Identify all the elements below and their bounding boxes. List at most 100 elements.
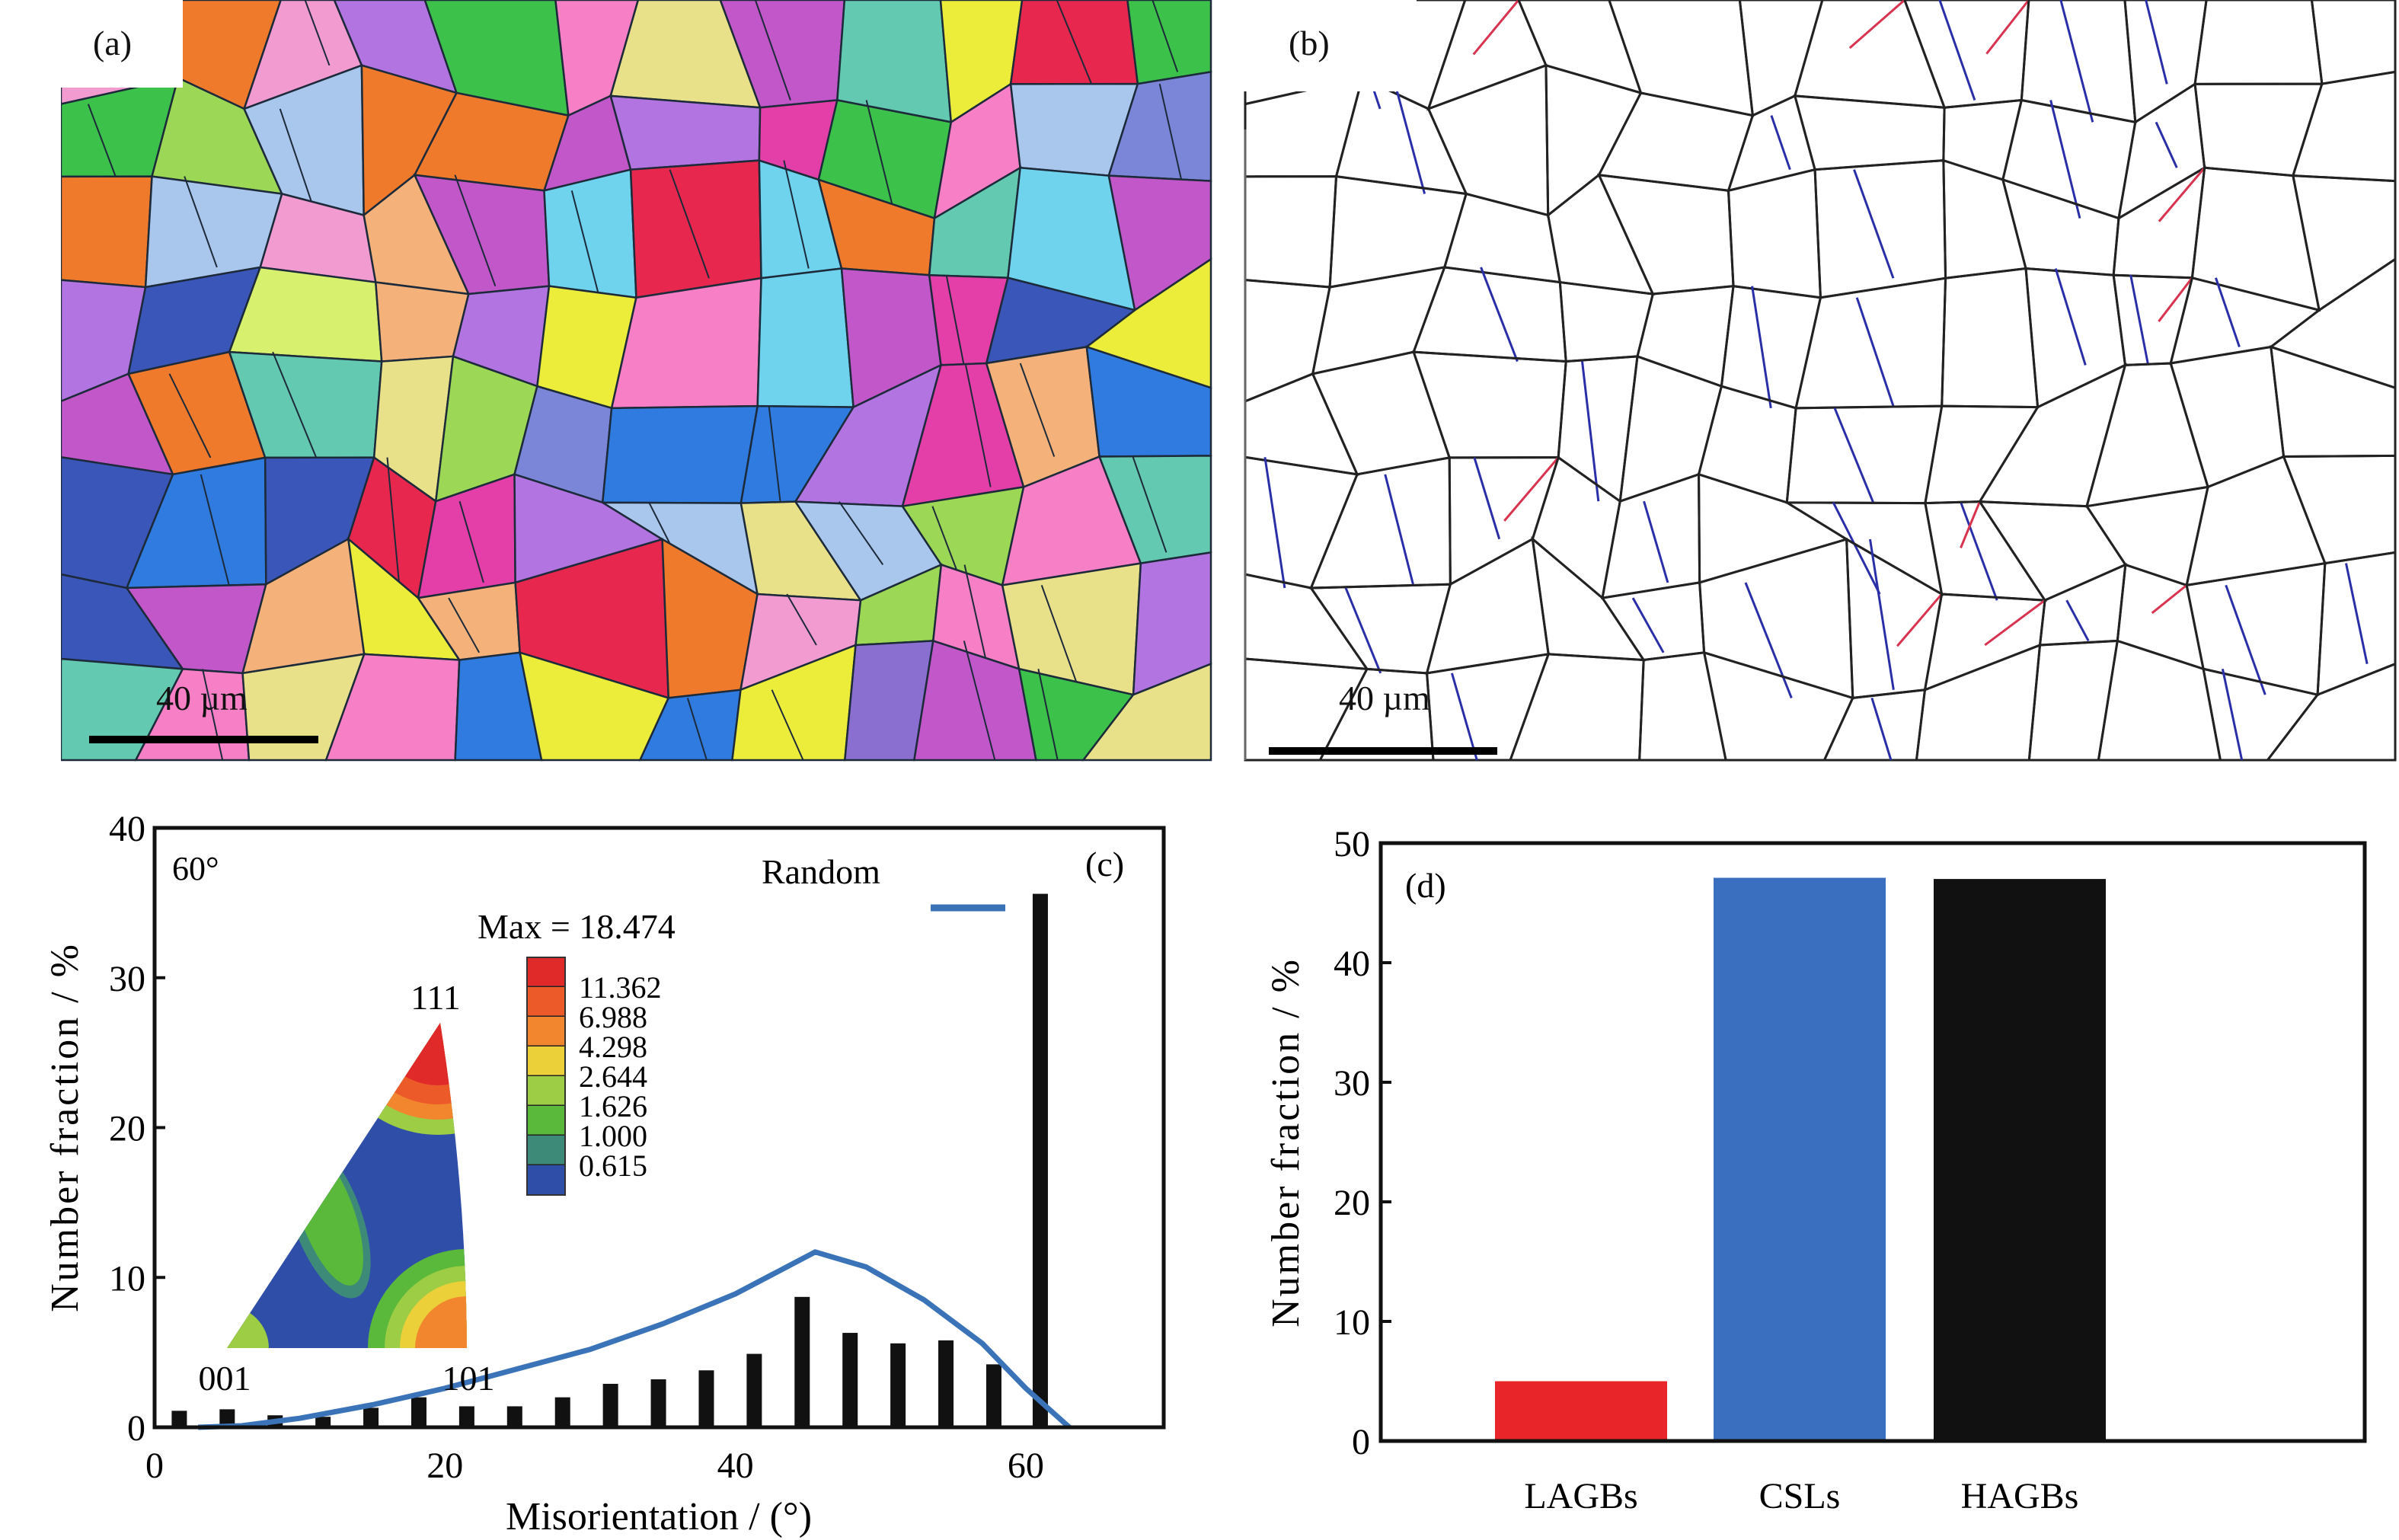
colorbar-segment [527,1076,565,1106]
panel-b: (b) 40 µm [1234,0,2399,765]
d-y-tick-label: 40 [1334,944,1370,984]
panel-a-label: (a) [93,24,133,62]
c-bar [794,1296,810,1427]
colorbar-label: 0.615 [579,1149,647,1183]
colorbar-label: 6.988 [579,1000,647,1034]
c-y-tick-label: 30 [109,959,145,999]
colorbar-label: 2.644 [579,1059,647,1094]
grain [1126,0,1212,85]
twin-boundary [2345,563,2369,664]
c-x-ticks: 0 20 40 60 [145,1446,1044,1486]
scale-bar-a-label: 40 µm [156,679,248,717]
low-angle-boundary [2151,584,2188,615]
grain [756,267,855,408]
twin-boundary [2215,277,2241,347]
twin-boundary [2155,121,2178,168]
twin-boundary [2225,584,2266,695]
d-plot-frame [1378,841,2367,1443]
twin-boundary [1581,361,1600,502]
c-bar [554,1397,570,1427]
colorbar-segment [527,1165,565,1195]
twin-boundary [1960,503,1998,601]
twin-boundary [2145,0,2168,85]
grain [629,159,762,299]
twin-boundary [1480,267,1519,363]
c-x-tick-label: 40 [717,1446,754,1486]
d-bars [1495,877,2106,1441]
c-bar [458,1406,474,1427]
c-x-tick-label: 0 [145,1446,164,1486]
grain [543,168,637,299]
colorbar-segment [527,1046,565,1076]
twin-boundary [1473,457,1501,540]
c-x-tick-label: 60 [1008,1446,1044,1486]
grain-boundary [2265,662,2397,762]
low-angle-boundary [1896,593,1943,647]
d-bar-hagbs [1934,879,2106,1441]
c-bar [985,1364,1001,1427]
low-angle-boundary [1848,0,1905,50]
colorbar-label: 1.000 [579,1119,647,1153]
twin-boundary [1643,500,1669,583]
grain [59,175,153,289]
twin-boundary [2129,274,2149,364]
d-bar-csls [1714,877,1886,1441]
c-x-axis-label: Misorientation / (°) [506,1495,812,1538]
c-y-axis-label: Number fraction / % [43,942,87,1312]
d-y-tick-label: 10 [1334,1302,1370,1343]
low-angle-boundary [2158,276,2193,322]
panel-b-label: (b) [1289,24,1330,62]
twin-boundary [2054,268,2087,366]
d-panel-label: (d) [1405,866,1446,905]
twin-boundary [1344,587,1382,674]
c-bars [171,893,1048,1427]
d-y-tick-label: 50 [1334,824,1370,864]
low-angle-boundary [1984,599,2046,647]
c-bar [650,1379,666,1427]
c-bar [842,1333,858,1427]
c-bar [746,1353,762,1427]
c-bar [315,1417,331,1427]
twin-boundary [1832,502,1881,595]
twin-boundary [1384,474,1414,585]
c-bar [1032,893,1048,1427]
boundary-map [1234,0,2399,762]
colorbar-segment [527,1106,565,1136]
chart-c: 0 10 20 30 40 0 20 40 60 Misorientation / (°) N… [43,809,1166,1538]
twin-boundary [1744,582,1793,698]
twin-boundary [2065,599,2090,642]
scale-bar-b-label: 40 µm [1339,679,1430,717]
c-bar [938,1340,954,1427]
twin-boundary [1263,457,1286,589]
twin-boundary [2221,668,2244,761]
twin-boundary [1855,297,1895,407]
grain [609,94,762,171]
twin-boundary [2049,100,2081,219]
d-x-ticks: LAGBs CSLs HAGBs [1524,1476,2078,1516]
ipf-corner-001: 001 [199,1359,251,1398]
ipf-corner-101: 101 [442,1359,495,1398]
low-angle-boundary [1960,501,1981,548]
orientation-map [0,0,1212,765]
c-x-tick-label: 20 [426,1446,463,1486]
twin-boundary [1392,77,1426,194]
c-bar [219,1409,235,1427]
twin-boundary [1751,286,1772,409]
d-x-tick-label: HAGBs [1961,1476,2079,1516]
c-legend-label: Random [762,852,880,891]
d-y-tick-label: 30 [1334,1063,1370,1104]
ipf-inset: 111 001 101 Max = 18.474 11.3626.9884.29… [199,907,676,1398]
c-y-tick-label: 0 [127,1408,145,1449]
c-bar [698,1370,714,1427]
c-angle-label: 60° [172,850,219,887]
grain [601,404,759,504]
c-bar [363,1407,379,1427]
colorbar-segment [527,987,565,1017]
twin-boundary [1833,407,1875,504]
ipf-max-label: Max = 18.474 [478,907,676,946]
c-y-tick-label: 10 [109,1258,145,1299]
low-angle-boundary [2158,167,2206,222]
c-bar [410,1397,426,1427]
d-y-tick-label: 20 [1334,1183,1370,1223]
c-bar [890,1343,906,1427]
